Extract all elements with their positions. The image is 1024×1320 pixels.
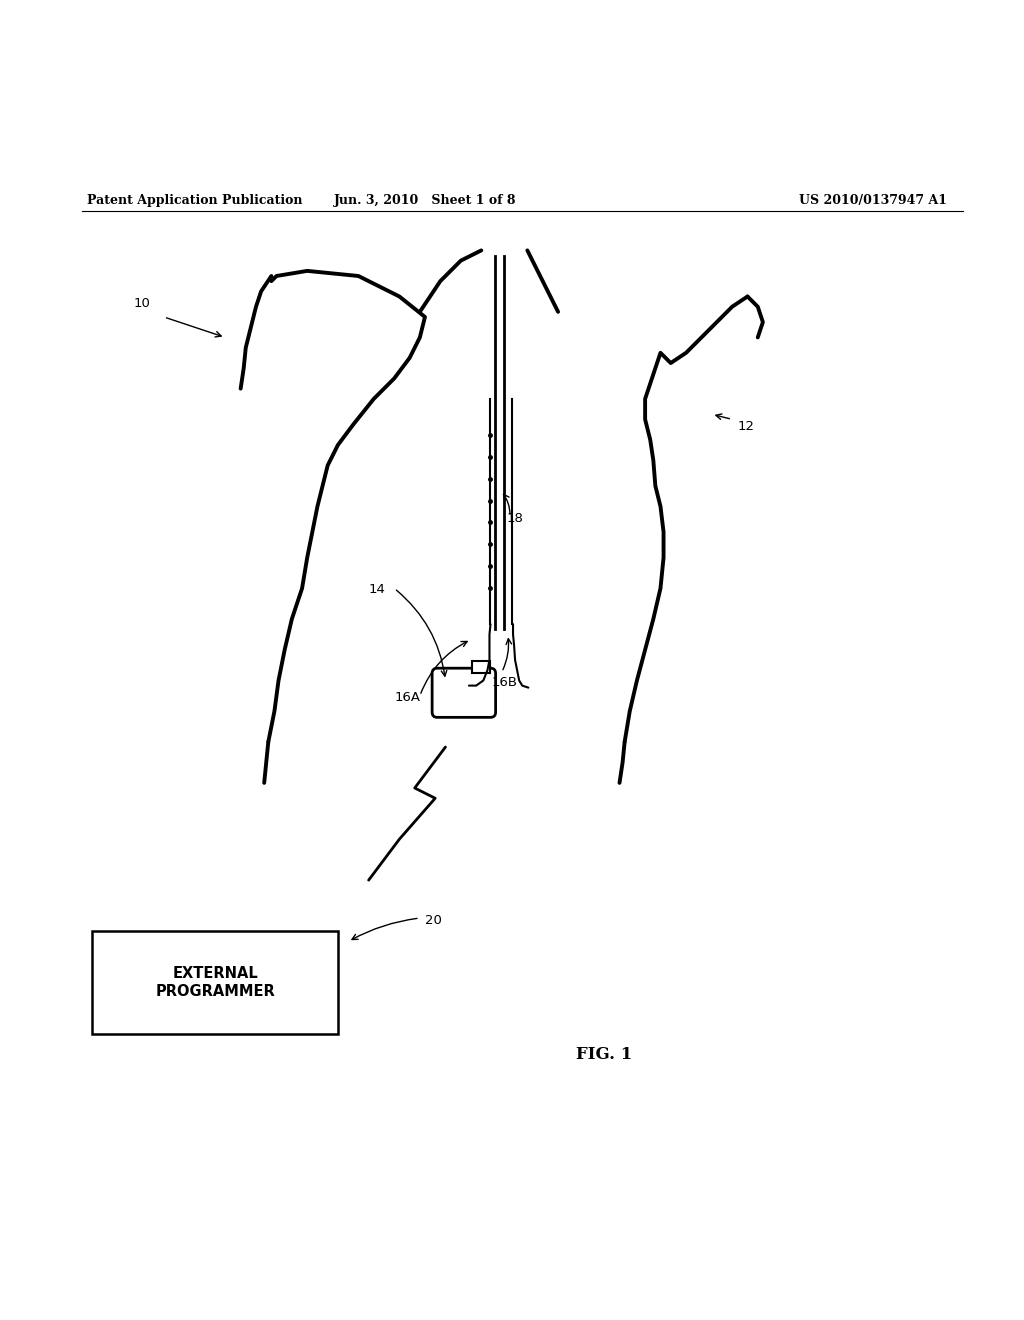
FancyBboxPatch shape (432, 668, 496, 717)
Text: 18: 18 (507, 512, 523, 525)
Text: 14: 14 (369, 583, 385, 597)
Text: EXTERNAL
PROGRAMMER: EXTERNAL PROGRAMMER (156, 966, 274, 999)
Text: FIG. 1: FIG. 1 (577, 1045, 632, 1063)
Text: 16B: 16B (492, 676, 517, 689)
Text: 20: 20 (425, 915, 441, 927)
Text: 16A: 16A (394, 690, 420, 704)
Text: Patent Application Publication: Patent Application Publication (87, 194, 302, 207)
Bar (92, 932, 338, 1034)
Text: US 2010/0137947 A1: US 2010/0137947 A1 (799, 194, 947, 207)
Text: 10: 10 (133, 297, 150, 310)
Text: Jun. 3, 2010   Sheet 1 of 8: Jun. 3, 2010 Sheet 1 of 8 (334, 194, 516, 207)
Text: 12: 12 (737, 420, 755, 433)
Bar (472, 661, 490, 673)
